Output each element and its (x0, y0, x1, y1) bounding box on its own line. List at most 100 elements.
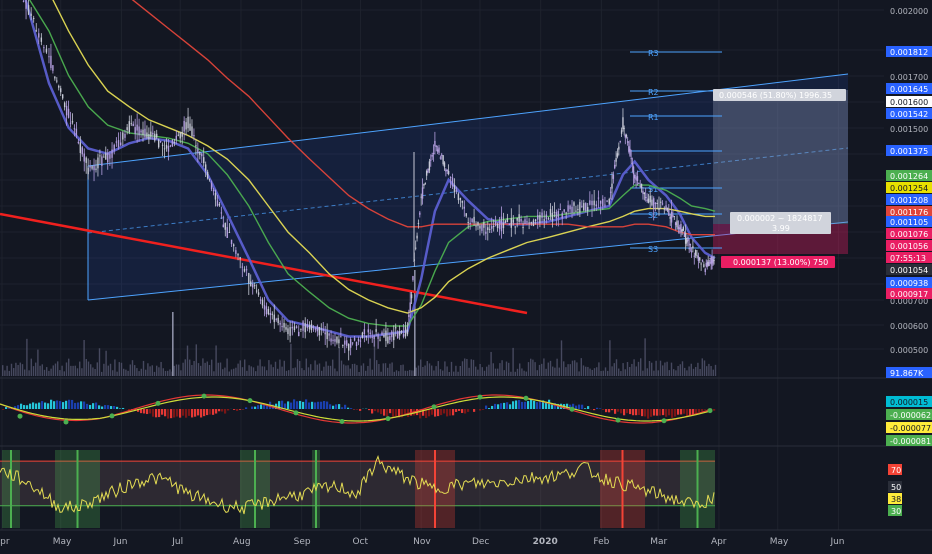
candle-body (350, 339, 351, 348)
price-label-text: 0.001208 (890, 196, 928, 205)
volume-bar (70, 366, 71, 376)
macd-histogram-bar (599, 408, 601, 409)
candle-body (418, 223, 419, 224)
macd-histogram-bar (299, 401, 301, 409)
volume-bar (196, 344, 197, 376)
macd-histogram-bar (167, 409, 169, 419)
candle-body (546, 214, 547, 219)
candle-body (362, 333, 363, 338)
candle-body (302, 321, 303, 330)
volume-bar (143, 361, 144, 376)
candle-body (373, 336, 374, 340)
candle-body (76, 129, 77, 135)
volume-bar (539, 365, 540, 376)
candle-body (187, 117, 188, 129)
macd-histogram-bar (368, 409, 370, 410)
volume-bar (145, 370, 146, 376)
candle-body (672, 215, 673, 216)
macd-histogram-bar (197, 409, 199, 415)
volume-bar (449, 372, 450, 376)
candle-body (287, 328, 288, 334)
volume-bar (653, 371, 654, 376)
macd-histogram-bar (440, 409, 442, 415)
volume-bar (367, 366, 368, 376)
volume-bar (310, 364, 311, 376)
macd-histogram-bar (686, 409, 688, 416)
macd-histogram-bar (44, 403, 46, 409)
volume-bar (277, 369, 278, 376)
candle-body (615, 158, 616, 162)
macd-histogram-bar (383, 409, 385, 416)
macd-histogram-bar (119, 408, 121, 409)
macd-histogram-bar (491, 406, 493, 409)
macd-histogram-bar (215, 409, 217, 414)
volume-bar (336, 371, 337, 376)
candle-body (431, 155, 432, 157)
macd-histogram-bar (437, 409, 439, 416)
candle-body (433, 153, 434, 154)
volume-bar (519, 363, 520, 376)
volume-bar (462, 361, 463, 376)
volume-bar (638, 362, 639, 376)
candle-body (562, 213, 563, 218)
volume-bar (233, 369, 234, 376)
candle-body (437, 150, 438, 152)
volume-bar (66, 362, 67, 376)
volume-bar (515, 372, 516, 376)
macd-histogram-bar (647, 409, 649, 419)
candle-body (533, 220, 534, 226)
volume-bar (488, 365, 489, 376)
macd-cross-dot (294, 410, 299, 415)
candle-body (111, 149, 112, 157)
candle-body (328, 333, 329, 335)
macd-cross-dot (386, 416, 391, 421)
candle-body (491, 226, 492, 229)
volume-bar (112, 370, 113, 376)
volume-bar (526, 372, 527, 376)
volume-bar (629, 367, 630, 376)
volume-bar (693, 369, 694, 376)
candle-body (579, 202, 580, 212)
volume-bar (180, 370, 181, 376)
volume-bar (198, 363, 199, 376)
volume-bar (361, 366, 362, 376)
volume-bar (422, 367, 423, 376)
macd-histogram-bar (107, 405, 109, 409)
macd-histogram-bar (713, 409, 715, 411)
macd-histogram-bar (173, 409, 175, 418)
volume-bar (466, 359, 467, 376)
candle-body (239, 257, 240, 259)
price-label-text: 0.001176 (890, 208, 928, 217)
x-tick-label: Dec (472, 537, 489, 547)
volume-bar (207, 361, 208, 376)
candle-body (668, 210, 669, 216)
macd-histogram-bar (149, 409, 151, 413)
macd-histogram-bar (329, 404, 331, 409)
candle-body (281, 326, 282, 327)
macd-histogram-bar (608, 409, 610, 412)
volume-bar (178, 365, 179, 376)
candle-body (674, 216, 675, 217)
volume-bar (134, 365, 135, 376)
volume-bar (504, 370, 505, 376)
candle-body (690, 244, 691, 246)
volume-bar (625, 369, 626, 376)
macd-histogram-bar (380, 409, 382, 414)
x-tick-label: Apr (711, 537, 727, 547)
candle-body (219, 204, 220, 205)
candle-body (694, 256, 695, 257)
macd-histogram-bar (677, 409, 679, 415)
candle-body (399, 331, 400, 335)
candle-body (114, 145, 115, 151)
volume-bar (479, 364, 480, 376)
candle-body (683, 227, 684, 231)
volume-bar (88, 362, 89, 376)
candle-body (162, 145, 163, 146)
candle-body (43, 47, 44, 48)
volume-bar (2, 365, 3, 376)
macd-histogram-bar (332, 406, 334, 409)
macd-histogram-bar (521, 402, 523, 409)
volume-bar (592, 370, 593, 376)
candle-body (296, 326, 297, 327)
